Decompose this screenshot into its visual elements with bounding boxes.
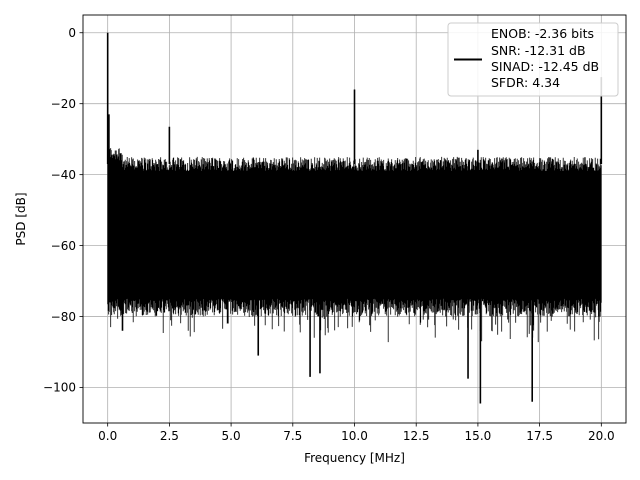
y-tick-label: −20 <box>51 97 76 111</box>
y-tick-label: 0 <box>68 26 76 40</box>
x-tick-label: 20.0 <box>588 429 615 443</box>
legend-entry-sinad: SINAD: -12.45 dB <box>491 59 599 74</box>
legend-entry-enob: ENOB: -2.36 bits <box>491 26 594 41</box>
ticks: 0.0 2.5 5.0 7.5 10.0 12.5 15.0 17.5 20.0 0 −20 −40 −… <box>43 26 615 443</box>
x-tick-label: 7.5 <box>283 429 302 443</box>
x-tick-label: 0.0 <box>98 429 117 443</box>
x-tick-label: 10.0 <box>341 429 368 443</box>
x-tick-label: 2.5 <box>160 429 179 443</box>
legend-entry-snr: SNR: -12.31 dB <box>491 43 586 58</box>
psd-noise-floor <box>107 146 602 343</box>
x-axis-label: Frequency [MHz] <box>304 451 405 465</box>
legend-box <box>447 22 619 97</box>
x-tick-label: 15.0 <box>465 429 492 443</box>
y-axis-label: PSD [dB] <box>14 192 28 245</box>
x-tick-label: 5.0 <box>222 429 241 443</box>
y-tick-label: −100 <box>43 381 76 395</box>
x-tick-label: 17.5 <box>526 429 553 443</box>
y-tick-label: −40 <box>51 168 76 182</box>
y-tick-label: −60 <box>51 239 76 253</box>
x-tick-label: 12.5 <box>403 429 430 443</box>
y-tick-label: −80 <box>51 310 76 324</box>
legend: ENOB: -2.36 bits SNR: -12.31 dB SINAD: -… <box>447 22 619 97</box>
legend-entry-sfdr: SFDR: 4.34 <box>491 75 560 90</box>
